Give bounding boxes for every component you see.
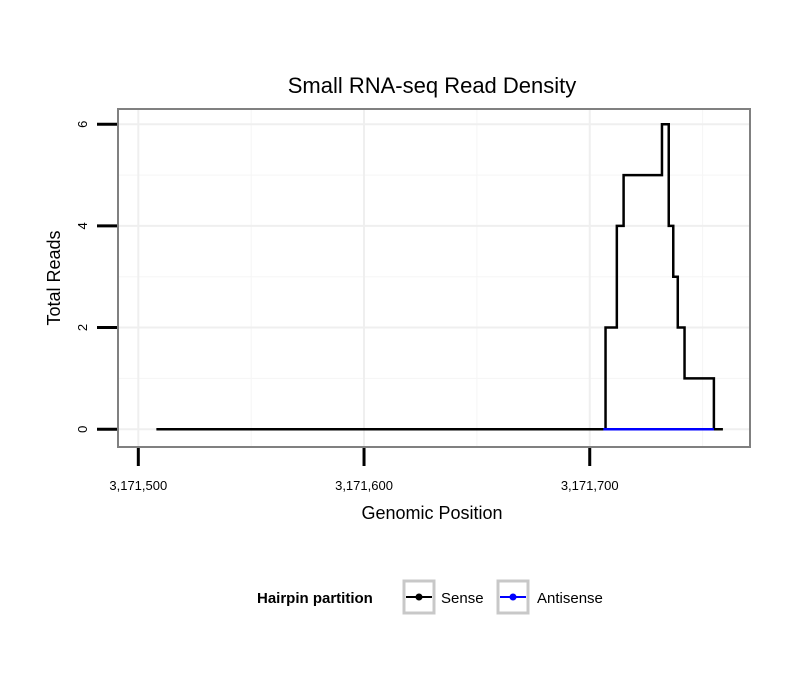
y-tick-label: 6 [75,121,90,128]
plot-panel [118,109,750,447]
legend: Hairpin partition Sense Antisense [257,579,603,615]
x-tick-label: 3,171,700 [561,478,619,493]
y-axis-title: Total Reads [44,230,64,325]
series-line-sense [156,123,723,431]
y-tick-label: 4 [75,222,90,229]
legend-key-point-antisense [509,593,517,601]
series-layer [156,123,723,431]
legend-label-sense: Sense [441,590,484,607]
y-tick-label: 2 [75,324,90,331]
legend-title: Hairpin partition [257,590,373,607]
x-tick-label: 3,171,500 [109,478,167,493]
x-tick-label: 3,171,600 [335,478,393,493]
axes: 0 2 4 6 3,171,500 3,171,600 3,171,700 [75,121,619,493]
legend-key-point-sense [415,593,423,601]
x-axis-title: Genomic Position [361,503,502,523]
y-tick-label: 0 [75,426,90,433]
legend-label-antisense: Antisense [537,590,603,607]
plot-border [117,108,751,448]
chart-title: Small RNA-seq Read Density [288,73,577,98]
